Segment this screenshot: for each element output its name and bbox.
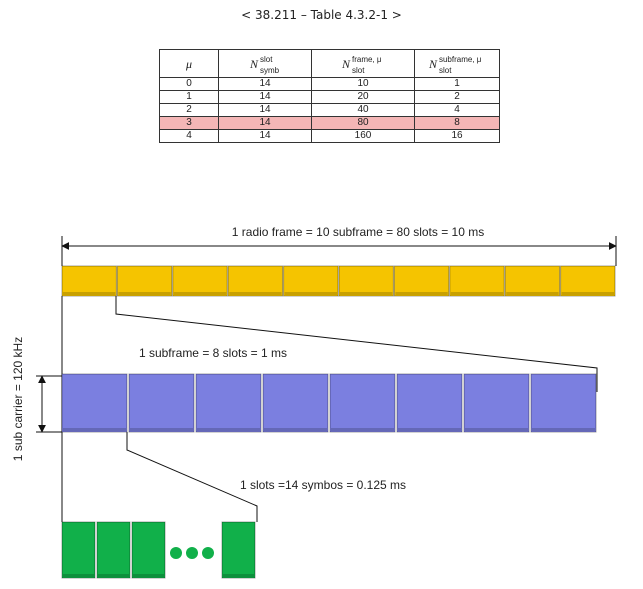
ellipsis-dot [202, 547, 214, 559]
slot-label: 1 slots =14 symbos = 0.125 ms [240, 478, 406, 492]
symbol-block-shade [98, 574, 129, 577]
slot-block [396, 373, 463, 433]
subframe-block-shade [173, 292, 227, 295]
header-mu: μ [159, 49, 219, 78]
subframe-block [338, 265, 394, 297]
subframe-label: 1 subframe = 8 slots = 1 ms [139, 346, 287, 360]
subframe-block [393, 265, 450, 297]
subframe-block-shade [229, 292, 282, 295]
subframe-block-shade [561, 292, 614, 295]
slot-block-shade [331, 428, 394, 431]
slot-block-shade [398, 428, 461, 431]
subframe-block-shade [284, 292, 337, 295]
subcarrier-label: 1 sub carrier = 120 kHz [11, 337, 25, 461]
subframe-block [449, 265, 505, 297]
subframe-block [61, 265, 117, 297]
subframe-block [227, 265, 284, 297]
subframe-block-shade [118, 292, 171, 295]
subframe-block-shade [395, 292, 448, 295]
subframe-block [283, 265, 339, 297]
slot-block-shade [130, 428, 193, 431]
table-title: < 38.211 – Table 4.3.2-1 > [241, 8, 402, 22]
table-row: 0 14 10 1 [159, 77, 500, 91]
slot-block [262, 373, 329, 433]
slot-block-shade [532, 428, 595, 431]
symbol-row [61, 521, 256, 579]
symbol-block [221, 521, 256, 579]
slot-block [61, 373, 128, 433]
slot-block [329, 373, 396, 433]
symbol-block-shade [223, 574, 254, 577]
ellipsis-dot [186, 547, 198, 559]
subframe-block-shade [63, 292, 116, 295]
table-row: 4 14 160 16 [159, 129, 500, 143]
slot-block [195, 373, 262, 433]
subframe-block-shade [450, 292, 504, 295]
slot-block-shade [63, 428, 126, 431]
symbol-block-shade [63, 574, 94, 577]
slot-block-shade [465, 428, 528, 431]
table-row: 1 14 20 2 [159, 90, 500, 104]
slot-block [463, 373, 530, 433]
cell-frame-slots: 160 [311, 129, 415, 143]
symbol-block-shade [133, 574, 164, 577]
slot-row [61, 373, 597, 433]
cell-symbols: 14 [218, 129, 312, 143]
cell-symbols: 14 [218, 116, 312, 130]
table-row: 2 14 40 4 [159, 103, 500, 117]
subframe-block [504, 265, 561, 297]
subframe-block [172, 265, 228, 297]
slot-block-shade [197, 428, 260, 431]
subframe-block-shade [506, 292, 559, 295]
zoom-line-slot [126, 432, 258, 522]
slot-block-shade [264, 428, 327, 431]
zoom-line-right [115, 296, 598, 392]
symbol-block [61, 521, 96, 579]
slot-block [128, 373, 195, 433]
symbol-block [96, 521, 131, 579]
cell-subframe-slots: 16 [414, 129, 500, 143]
subframe-row [61, 265, 616, 297]
subframe-block [560, 265, 616, 297]
table-row-highlighted: 3 14 80 8 [159, 116, 500, 130]
subframe-block-shade [340, 292, 393, 295]
frame-label: 1 radio frame = 10 subframe = 80 slots =… [232, 225, 484, 239]
subframe-block [116, 265, 173, 297]
cell-subframe-slots: 8 [414, 116, 500, 130]
ellipsis-dot [170, 547, 182, 559]
slot-block [530, 373, 597, 433]
symbol-block [131, 521, 166, 579]
